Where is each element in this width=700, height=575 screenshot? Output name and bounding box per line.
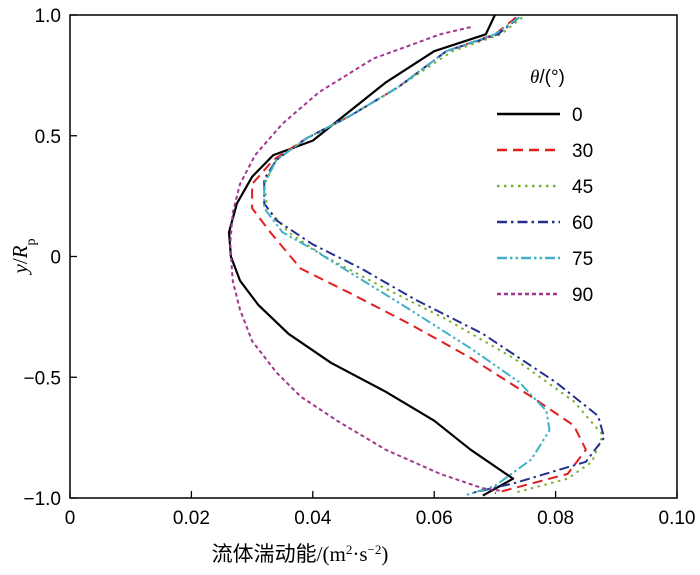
legend-label-45: 45 <box>572 177 593 198</box>
series-line-0 <box>227 14 515 497</box>
series-line-30 <box>251 16 587 495</box>
legend-title: θ/(°) <box>530 67 565 88</box>
x-tick-label: 0.08 <box>537 508 574 529</box>
series-line-90 <box>229 26 502 492</box>
legend-label-60: 60 <box>572 213 593 234</box>
y-tick-label: 0.5 <box>35 127 61 148</box>
x-tick-label: 0.10 <box>659 508 696 529</box>
legend-label-75: 75 <box>572 249 593 270</box>
y-tick-label: −0.5 <box>23 368 61 389</box>
y-axis-title: y/Rp <box>8 239 39 276</box>
x-tick-label: 0.04 <box>294 508 331 529</box>
legend-label-90: 90 <box>572 285 593 306</box>
y-tick-label: 1.0 <box>35 6 61 27</box>
series-line-75 <box>263 16 551 497</box>
x-axis-title: 流体湍动能/(m2·s−2) <box>212 542 389 567</box>
y-tick-label: 0 <box>50 248 61 269</box>
x-tick-label: 0.02 <box>173 508 210 529</box>
y-tick-label: −1.0 <box>23 489 61 510</box>
series-layer <box>227 14 606 497</box>
series-line-45 <box>263 16 604 495</box>
legend: θ/(°) 0 30 45 60 75 90 <box>497 67 593 306</box>
x-tick-label: 0 <box>65 508 76 529</box>
legend-label-0: 0 <box>572 105 583 126</box>
axis-ticks: 0 0.02 0.04 0.06 0.08 0.10 −1.0 −0.5 0 0.5 1.0 <box>23 6 695 529</box>
x-tick-label: 0.06 <box>416 508 453 529</box>
legend-label-30: 30 <box>572 141 593 162</box>
